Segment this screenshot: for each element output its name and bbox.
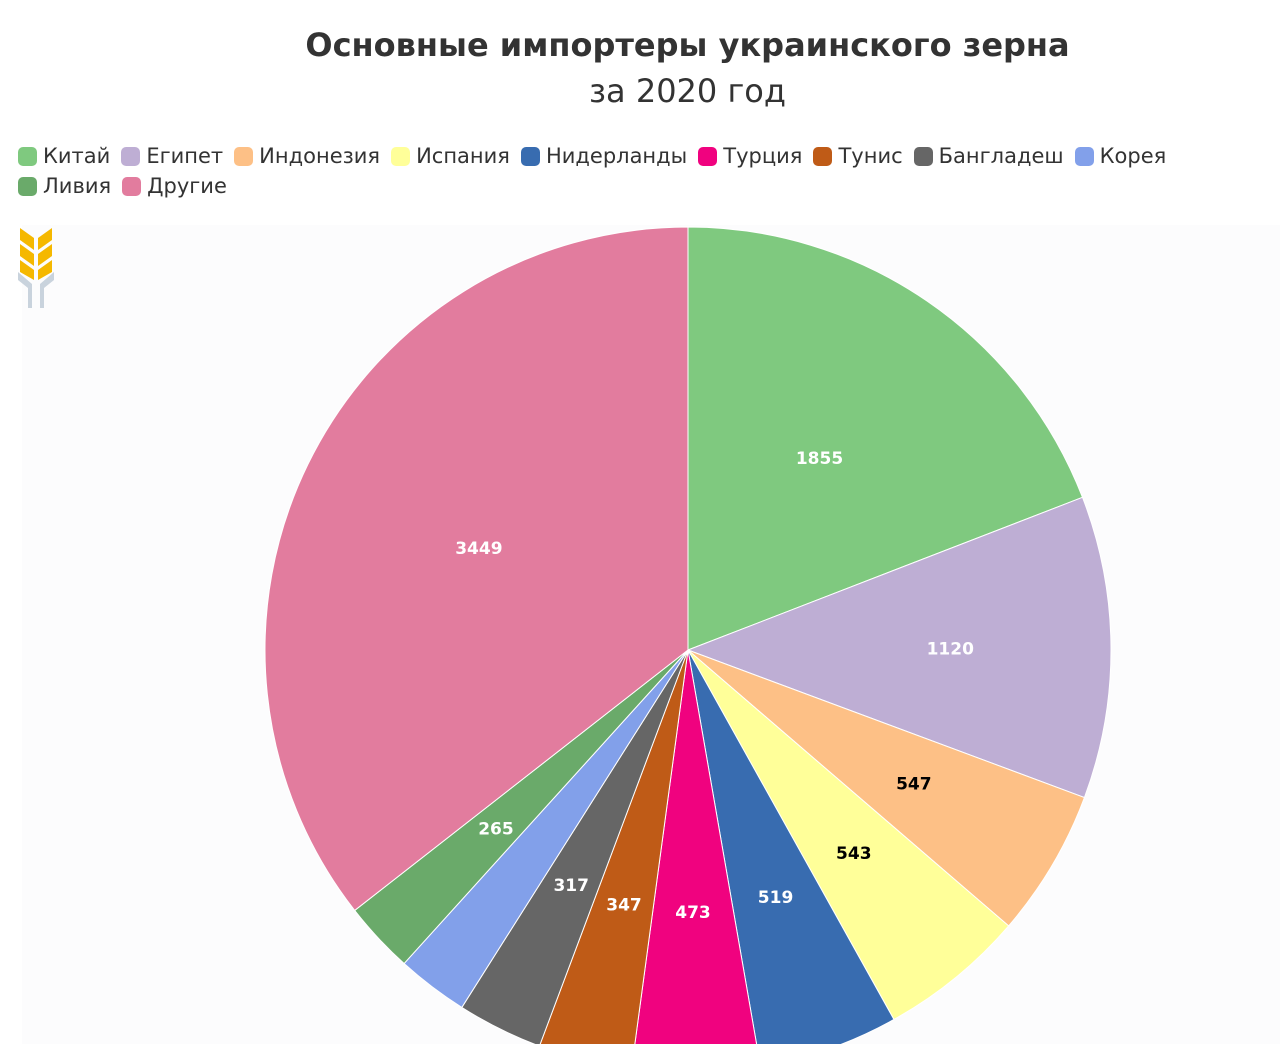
legend-label: Тунис	[838, 144, 903, 168]
legend-label: Ливия	[43, 174, 112, 198]
slice-data-label: 543	[836, 844, 872, 864]
pie-slice[interactable]	[686, 496, 1112, 799]
legend-swatch	[813, 146, 833, 166]
legend-swatch	[913, 146, 933, 166]
pie-slice[interactable]	[687, 226, 1084, 651]
legend-item[interactable]: Индонезия	[234, 143, 380, 169]
slice-data-label: 547	[896, 774, 932, 794]
legend-label: Турция	[723, 144, 803, 168]
legend-item[interactable]: Бангладеш	[913, 143, 1064, 169]
legend-item[interactable]: Египет	[121, 143, 223, 169]
slice-data-label: 473	[675, 903, 711, 923]
legend-label: Бангладеш	[938, 144, 1064, 168]
legend-swatch	[122, 176, 142, 196]
legend-label: Корея	[1099, 144, 1167, 168]
slice-data-label: 519	[758, 888, 794, 908]
wheat-logo-icon	[18, 228, 54, 308]
slice-data-label: 3449	[455, 539, 502, 559]
legend-item[interactable]: Корея	[1074, 143, 1167, 169]
legend-item[interactable]: Испания	[391, 143, 510, 169]
legend-swatch	[391, 146, 411, 166]
slice-data-label: 347	[606, 895, 642, 915]
legend-item[interactable]: Турция	[698, 143, 802, 169]
legend-item[interactable]: Китай	[18, 143, 110, 169]
slice-data-label: 265	[478, 820, 514, 840]
slice-data-label: 1120	[927, 639, 974, 659]
legend: Китай Египет Индонезия Испания Нидерланды Тур…	[18, 143, 1280, 199]
legend-label: Другие	[147, 174, 227, 198]
legend-label: Китай	[43, 144, 111, 168]
pie-slice[interactable]	[539, 649, 689, 1044]
legend-item[interactable]: Ливия	[18, 173, 111, 199]
pie-slice[interactable]	[631, 649, 760, 1044]
legend-swatch	[1074, 146, 1094, 166]
slice-data-label: 317	[553, 876, 589, 896]
legend-label: Нидерланды	[545, 144, 688, 168]
legend-item[interactable]: Нидерланды	[520, 143, 688, 169]
pie-slice[interactable]	[687, 649, 1010, 1021]
legend-swatch	[234, 146, 254, 166]
legend-swatch	[520, 146, 540, 166]
legend-swatch	[18, 146, 37, 166]
legend-label: Испания	[416, 144, 510, 168]
chart-subtitle: за 2020 год	[589, 72, 786, 110]
pie-slice[interactable]	[687, 649, 1086, 927]
legend-item[interactable]: Другие	[122, 173, 227, 199]
legend-item[interactable]: Тунис	[813, 143, 903, 169]
legend-swatch	[121, 146, 141, 166]
pie-slice[interactable]	[264, 226, 689, 912]
legend-swatch	[698, 146, 718, 166]
legend-label: Египет	[146, 144, 224, 168]
legend-label: Индонезия	[259, 144, 381, 168]
chart-title: Основные импортеры украинского зерна	[305, 26, 1070, 64]
slice-data-label: 1855	[796, 449, 843, 469]
legend-swatch	[18, 176, 37, 196]
